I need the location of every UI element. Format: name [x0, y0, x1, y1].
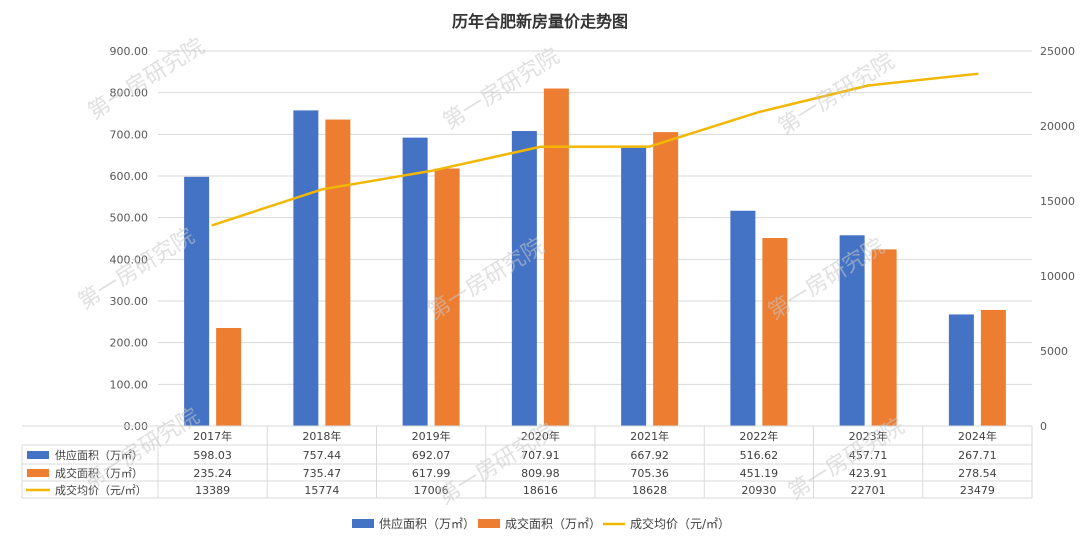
bar-deal-5: [762, 238, 788, 426]
table-value: 757.44: [303, 449, 342, 462]
table-value: 22701: [851, 484, 886, 497]
table-legend-key: [27, 469, 49, 477]
x-category-label: 2023年: [849, 429, 888, 443]
bar-supply-0: [184, 176, 210, 426]
x-category-label: 2024年: [958, 429, 997, 443]
legend-label: 成交面积（万㎡）: [505, 516, 601, 531]
gridlines: [158, 50, 1032, 385]
x-category-label: 2021年: [630, 429, 669, 443]
table-value: 18616: [523, 484, 558, 497]
table-value: 809.98: [521, 467, 560, 480]
y-left-tick-label: 400.00: [110, 253, 149, 266]
legend-label: 供应面积（万㎡）: [379, 516, 475, 531]
price-point-7: [976, 72, 979, 76]
price-point-6: [866, 84, 870, 87]
data-table: 2017年 2018年 2019年 2020年 2021年 2022年 2023年 2024年…: [21, 425, 1033, 499]
table-value: 598.03: [193, 449, 232, 462]
table-value: 18628: [632, 484, 667, 497]
chart-title: 历年合肥新房量价走势图: [452, 12, 628, 31]
bar-supply-6: [839, 235, 865, 426]
axes: 0.00100.00200.00300.00400.00500.00600.00…: [110, 45, 1076, 433]
watermark-text: 第一房研究院: [774, 49, 899, 140]
table-value: 667.92: [630, 449, 669, 462]
y-left-tick-label: 800.00: [110, 87, 149, 100]
table-value: 735.47: [303, 467, 342, 480]
table-value: 20930: [741, 484, 776, 497]
table-value: 17006: [414, 484, 449, 497]
price-point-4: [648, 145, 651, 148]
legend-key: [478, 519, 500, 528]
y-left-tick-label: 900.00: [110, 45, 149, 58]
table-series-name: 供应面积（万㎡）: [55, 448, 143, 462]
bar-supply-7: [948, 314, 974, 426]
price-point-2: [429, 169, 433, 173]
table-value: 267.71: [958, 449, 997, 462]
y-left-tick-label: 700.00: [110, 128, 149, 141]
bar-deal-0: [216, 327, 242, 426]
y-right-tick-label: 10000: [1040, 270, 1075, 283]
table-legend-key: [27, 451, 49, 459]
bar-supply-3: [511, 131, 537, 426]
bar-supply-1: [293, 110, 319, 427]
bar-deal-6: [871, 249, 897, 426]
table-series-name: 成交面积（万㎡）: [55, 466, 143, 480]
table-value: 235.24: [193, 467, 232, 480]
y-left-tick-label: 100.00: [110, 378, 149, 391]
legend-label: 成交均价（元/㎡）: [630, 516, 730, 531]
x-category-label: 2017年: [193, 429, 232, 443]
y-right-tick-label: 0: [1040, 420, 1047, 433]
price-point-3: [539, 145, 542, 148]
legend: 供应面积（万㎡） 成交面积（万㎡） 成交均价（元/㎡）: [352, 516, 730, 531]
y-left-tick-label: 500.00: [110, 212, 149, 225]
table-series-name: 成交均价（元/㎡）: [55, 483, 147, 497]
table-value: 23479: [960, 484, 995, 497]
table-value: 707.91: [521, 449, 560, 462]
bar-series-group: [184, 88, 1006, 427]
y-right-tick-label: 15000: [1040, 195, 1075, 208]
table-value: 457.71: [849, 449, 888, 462]
bar-deal-1: [325, 119, 351, 426]
y-left-tick-label: 300.00: [110, 295, 149, 308]
line-series-group: [211, 72, 979, 227]
table-value: 13389: [195, 484, 230, 497]
price-point-1: [320, 188, 324, 191]
watermark-text: 第一房研究院: [784, 414, 909, 505]
bar-supply-5: [730, 210, 756, 426]
x-category-label: 2022年: [739, 429, 778, 443]
table-value: 705.36: [630, 467, 669, 480]
table-value: 617.99: [412, 467, 451, 480]
bar-deal-2: [434, 168, 460, 427]
y-right-tick-label: 20000: [1040, 120, 1075, 133]
x-category-label: 2019年: [412, 429, 451, 443]
legend-key: [352, 519, 374, 528]
y-left-tick-label: 600.00: [110, 170, 149, 183]
y-right-tick-label: 25000: [1040, 45, 1075, 58]
bar-deal-7: [980, 309, 1006, 426]
table-value: 692.07: [412, 449, 451, 462]
y-left-tick-label: 200.00: [110, 337, 149, 350]
table-value: 451.19: [740, 467, 779, 480]
x-category-label: 2018年: [302, 429, 341, 443]
table-value: 516.62: [740, 449, 779, 462]
bar-deal-3: [543, 88, 569, 426]
bar-supply-2: [402, 137, 428, 426]
price-line: [212, 72, 978, 227]
price-point-0: [211, 223, 214, 227]
table-value: 15774: [304, 484, 339, 497]
table-value: 278.54: [958, 467, 997, 480]
bar-supply-4: [621, 147, 647, 426]
bar-deal-4: [653, 132, 679, 426]
x-category-label: 2020年: [521, 429, 560, 443]
table-value: 423.91: [849, 467, 888, 480]
y-right-tick-label: 5000: [1040, 345, 1068, 358]
price-point-5: [757, 110, 761, 114]
